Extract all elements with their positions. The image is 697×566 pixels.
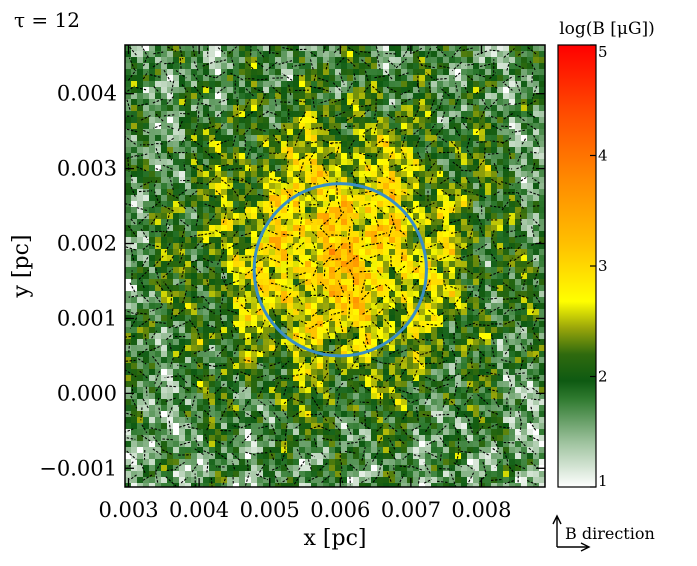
b-field-vectors: [125, 45, 543, 487]
heatmap-field: [125, 45, 545, 487]
b-direction-legend: B direction: [552, 514, 655, 552]
colorbar: [557, 44, 597, 488]
x-tick-label: 0.003: [98, 498, 158, 522]
y-tick-label: 0.002: [57, 232, 117, 256]
plot-frame: [124, 44, 546, 488]
x-tick-label: 0.007: [381, 498, 441, 522]
colorbar-tick-label: 2: [598, 368, 608, 386]
y-axis: −0.001 0.000 0.001 0.002 0.003 0.004: [39, 82, 545, 480]
colorbar-tick-label: 1: [598, 472, 608, 490]
tau-annotation: τ = 12: [14, 8, 80, 32]
heatmap-cells: [125, 45, 545, 487]
y-tick-label: 0.003: [57, 157, 117, 181]
colorbar-title: log(B [μG]): [559, 19, 655, 39]
colorbar-tick-label: 4: [598, 147, 608, 165]
x-tick-label: 0.008: [451, 498, 511, 522]
x-axis-label: x [pc]: [304, 526, 367, 551]
y-tick-label: −0.001: [39, 456, 117, 480]
colorbar-ticks: 1 2 3 4 5: [590, 43, 608, 490]
y-axis-label: y [pc]: [9, 235, 34, 299]
x-tick-label: 0.006: [310, 498, 370, 522]
y-tick-label: 0.000: [57, 381, 117, 405]
region-circle: [252, 182, 428, 358]
colorbar-tick-label: 3: [598, 257, 608, 275]
x-axis: 0.003 0.004 0.005 0.006 0.007 0.008: [98, 45, 512, 522]
x-tick-label: 0.004: [169, 498, 229, 522]
colorbar-tick-label: 5: [598, 43, 608, 61]
b-direction-label: B direction: [565, 524, 655, 543]
y-tick-label: 0.004: [57, 82, 117, 106]
x-tick-label: 0.005: [240, 498, 300, 522]
y-tick-label: 0.001: [57, 306, 117, 330]
